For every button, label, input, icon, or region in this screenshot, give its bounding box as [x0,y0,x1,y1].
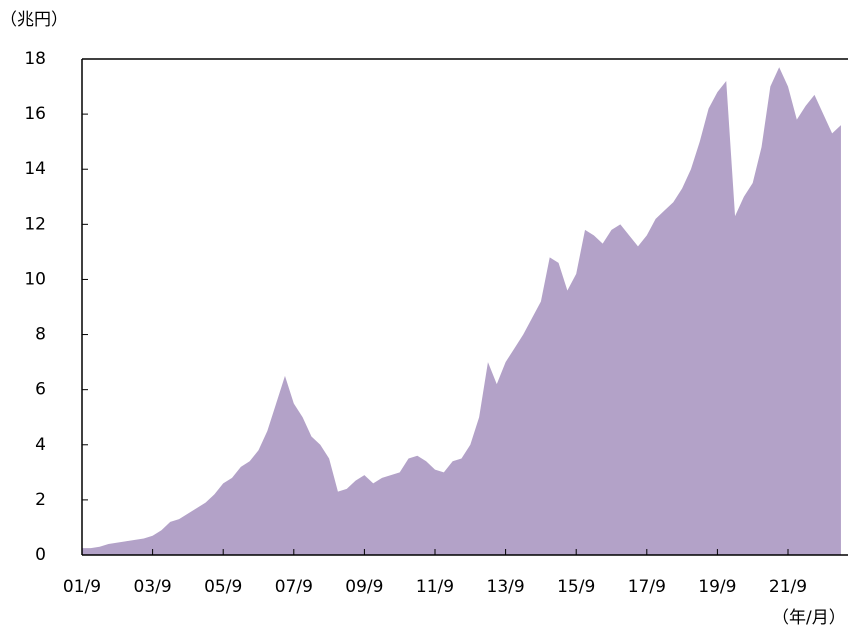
y-axis-label: （兆円） [0,10,68,30]
x-tick-label: 01/9 [63,577,101,597]
x-tick-label: 17/9 [628,577,666,597]
y-tick-label: 14 [24,159,46,179]
x-tick-label: 07/9 [275,577,313,597]
y-tick-label: 18 [24,49,46,69]
x-axis-label: （年/月） [772,608,846,628]
y-tick-label: 8 [35,325,46,345]
x-tick-label: 19/9 [698,577,736,597]
y-tick-label: 4 [35,435,46,455]
y-tick-label: 6 [35,380,46,400]
x-tick-label: 15/9 [557,577,595,597]
x-tick-label: 05/9 [204,577,242,597]
area [82,67,841,556]
x-tick-label: 09/9 [345,577,383,597]
y-tick-label: 0 [35,545,46,565]
x-tick-label: 11/9 [416,577,454,597]
y-tick-label: 10 [24,269,46,289]
y-tick-label: 12 [24,214,46,234]
x-tick-label: 21/9 [769,577,807,597]
y-tick-label: 16 [24,104,46,124]
x-tick-label: 03/9 [134,577,172,597]
x-tick-label: 13/9 [487,577,525,597]
y-tick-label: 2 [35,490,46,510]
